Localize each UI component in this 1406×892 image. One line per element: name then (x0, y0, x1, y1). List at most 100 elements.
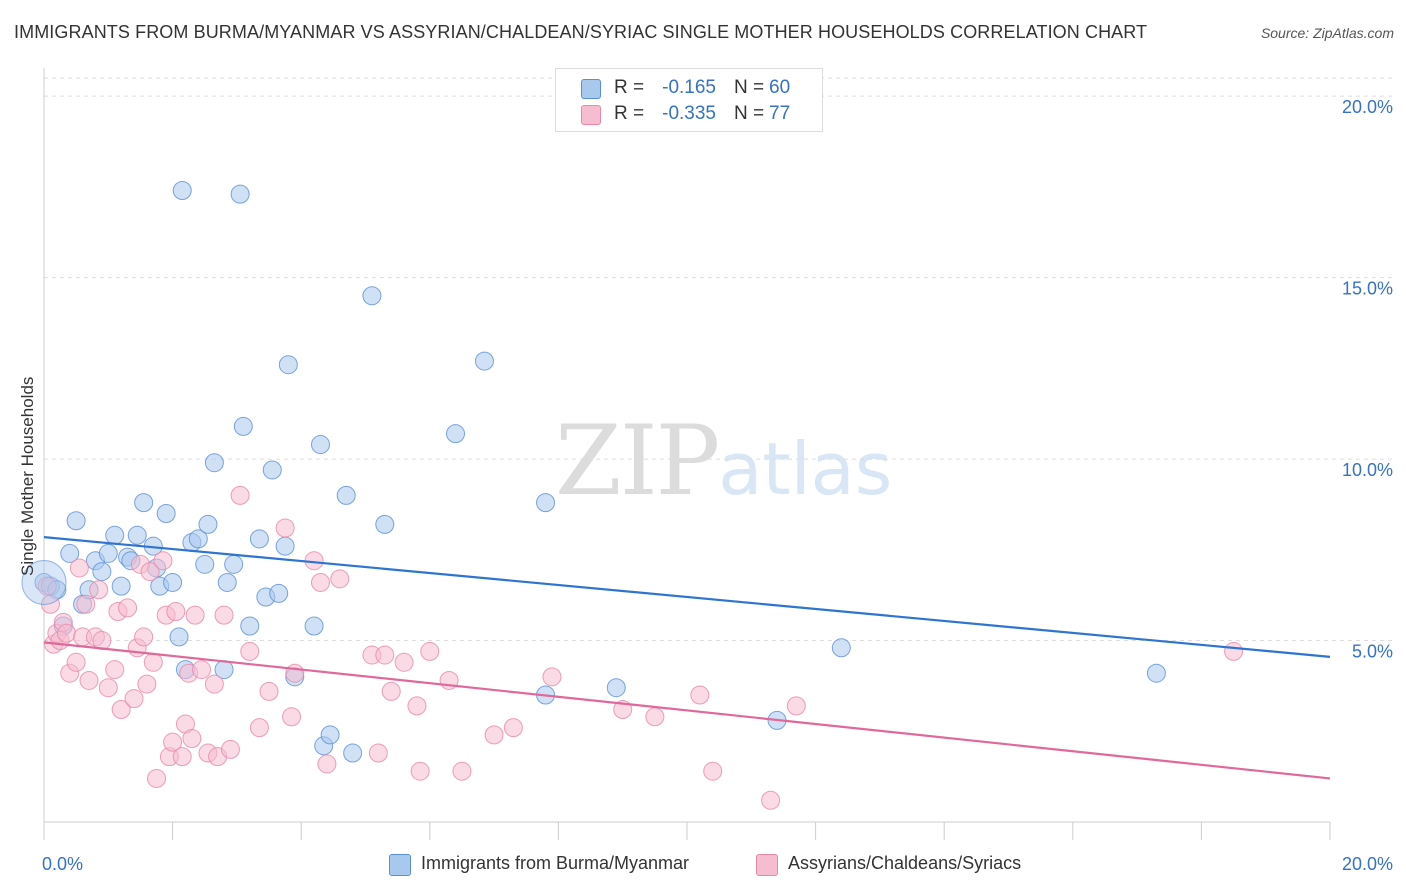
data-point-assyrian (163, 732, 183, 752)
r-value: -0.165 (662, 77, 716, 98)
data-point-assyrian (37, 576, 57, 596)
data-point-assyrian (76, 594, 96, 614)
data-point-assyrian (182, 729, 202, 749)
trendline-assyrian (43, 641, 1331, 780)
stats-swatch-burma (581, 79, 601, 99)
n-label: N = (734, 103, 765, 124)
data-point-assyrian (137, 674, 157, 694)
data-point-assyrian (330, 569, 350, 589)
data-point-burma (217, 572, 237, 592)
data-point-assyrian (166, 602, 186, 622)
data-point-assyrian (124, 689, 144, 709)
stats-swatch-assyrian (581, 105, 601, 125)
data-point-assyrian (368, 743, 388, 763)
data-point-burma (343, 743, 363, 763)
data-point-assyrian (98, 678, 118, 698)
n-value: 77 (769, 103, 791, 124)
source-credit: Source: ZipAtlas.com (1260, 25, 1394, 41)
y-axis-title: Single Mother Households (18, 376, 37, 576)
data-point-burma (60, 543, 80, 563)
data-point-burma (362, 286, 382, 306)
data-point-burma (446, 424, 466, 444)
data-point-assyrian (134, 627, 154, 647)
y-tick-label: 10.0% (1342, 460, 1393, 480)
data-point-assyrian (484, 725, 504, 745)
data-point-assyrian (275, 518, 295, 538)
data-point-assyrian (410, 761, 430, 781)
data-point-burma (336, 485, 356, 505)
watermark-atlas: atlas (718, 427, 893, 511)
data-point-assyrian (249, 718, 269, 738)
data-point-burma (105, 525, 125, 545)
r-value: -0.335 (662, 103, 716, 124)
data-point-burma-large (21, 559, 67, 605)
data-point-burma (269, 583, 289, 603)
data-point-assyrian (89, 580, 109, 600)
data-point-assyrian (375, 645, 395, 665)
legend-swatch-assyrian (756, 854, 778, 876)
data-point-assyrian (317, 754, 337, 774)
data-point-burma (134, 493, 154, 513)
data-point-assyrian (645, 707, 665, 727)
watermark-zip: ZIP (555, 405, 720, 517)
data-point-burma (127, 525, 147, 545)
data-point-burma (536, 493, 556, 513)
trendline-burma (43, 536, 1331, 658)
data-point-assyrian (185, 605, 205, 625)
data-point-burma (156, 504, 176, 524)
data-point-assyrian (503, 718, 523, 738)
r-label: R = (614, 77, 645, 98)
data-point-assyrian (192, 660, 212, 680)
data-point-burma (1146, 663, 1166, 683)
stats-row-burma: R = -0.165 N = 60 (556, 75, 822, 101)
data-point-assyrian (220, 739, 240, 759)
data-point-assyrian (79, 670, 99, 690)
data-point-assyrian (381, 681, 401, 701)
data-point-burma (169, 627, 189, 647)
data-point-assyrian (394, 652, 414, 672)
data-point-assyrian (105, 660, 125, 680)
data-point-assyrian (66, 652, 86, 672)
data-point-assyrian (703, 761, 723, 781)
data-point-burma (262, 460, 282, 480)
data-point-burma (172, 181, 192, 201)
data-point-burma (304, 616, 324, 636)
data-point-assyrian (282, 707, 302, 727)
y-tick-label: 15.0% (1342, 279, 1393, 299)
data-point-burma (195, 554, 215, 574)
stats-box: R = -0.165 N = 60 R = -0.335 N = 77 (555, 68, 823, 132)
data-point-burma (224, 554, 244, 574)
data-point-assyrian (240, 641, 260, 661)
data-point-assyrian (420, 641, 440, 661)
data-point-burma (66, 511, 86, 531)
data-point-burma (230, 184, 250, 204)
legend-label-assyrian: Assyrians/Chaldeans/Syriacs (788, 853, 1022, 873)
legend-swatch-burma (389, 854, 411, 876)
data-point-burma (275, 536, 295, 556)
n-value: 60 (769, 77, 791, 98)
data-point-burma (474, 351, 494, 371)
data-point-burma (375, 514, 395, 534)
data-point-assyrian (690, 685, 710, 705)
data-point-assyrian (153, 551, 173, 571)
legend-label-burma: Immigrants from Burma/Myanmar (421, 853, 690, 873)
x-tick-label: 0.0% (42, 854, 83, 874)
data-point-burma (198, 514, 218, 534)
data-point-assyrian (69, 558, 89, 578)
data-point-burma (92, 562, 112, 582)
data-point-assyrian (230, 485, 250, 505)
data-point-burma (278, 355, 298, 375)
watermark: ZIPatlas (555, 405, 892, 517)
data-point-assyrian (542, 667, 562, 687)
data-point-assyrian (259, 681, 279, 701)
data-point-burma (188, 529, 208, 549)
x-tick-label: 20.0% (1342, 854, 1393, 874)
data-point-assyrian (204, 674, 224, 694)
data-point-assyrian (214, 605, 234, 625)
data-point-assyrian (310, 572, 330, 592)
y-tick-label: 20.0% (1342, 97, 1393, 117)
r-label: R = (614, 103, 645, 124)
data-point-burma (240, 616, 260, 636)
data-point-assyrian (1224, 641, 1244, 661)
data-point-burma (204, 453, 224, 473)
